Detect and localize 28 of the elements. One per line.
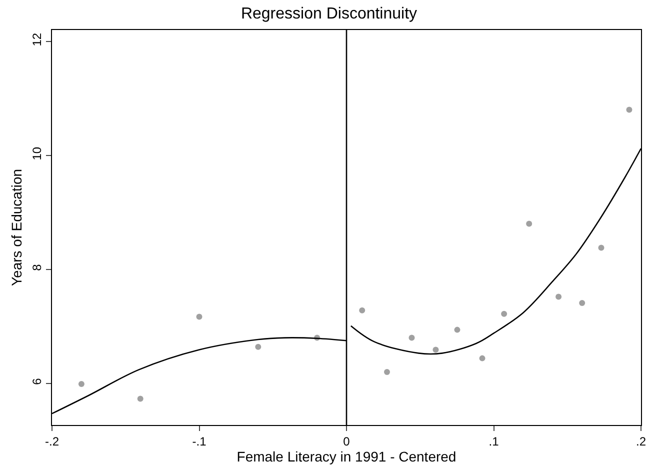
y-tick-label: 8: [30, 264, 44, 271]
point: [384, 368, 390, 375]
point: [526, 220, 532, 227]
y-axis-title: Years of Education: [8, 168, 25, 286]
x-tick-label: 0: [343, 434, 350, 449]
point: [501, 310, 508, 317]
point: [408, 334, 415, 341]
y-tick-label: 6: [30, 378, 44, 385]
point: [479, 355, 486, 362]
x-axis-title: Female Literacy in 1991 - Centered: [236, 448, 456, 465]
point: [598, 244, 604, 251]
point: [626, 106, 632, 113]
point: [432, 346, 439, 353]
point: [454, 326, 460, 333]
point: [556, 294, 562, 300]
point: [359, 307, 366, 314]
point: [137, 396, 144, 402]
y-tick-label: 10: [30, 146, 44, 160]
point: [255, 344, 262, 350]
point: [579, 300, 586, 306]
point: [196, 314, 202, 320]
x-tick-label: .1: [488, 434, 500, 449]
point: [78, 380, 84, 387]
chart-title: Regression Discontinuity: [240, 5, 418, 22]
y-tick-label: 12: [30, 32, 44, 46]
x-tick-label: .2: [636, 434, 646, 449]
x-tick-label: -.1: [192, 434, 207, 449]
x-tick-label: -.2: [44, 434, 60, 449]
